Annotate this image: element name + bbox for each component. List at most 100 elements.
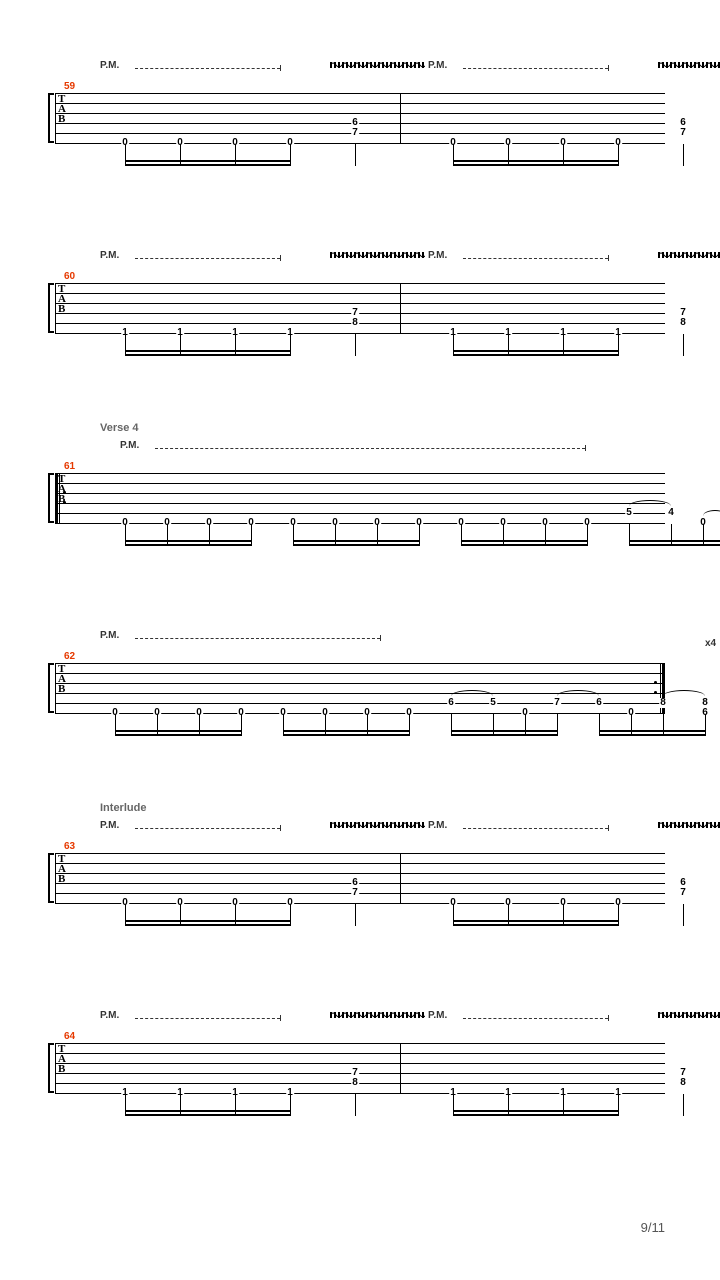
note-stem [125,144,126,166]
note-stem [671,524,672,546]
string-line [55,1043,665,1044]
pm-row: P.M. P.M. [40,250,680,264]
note-stem [251,524,252,546]
vibrato-wavy [330,62,425,68]
beam [629,540,720,542]
staff-bracket [48,93,54,143]
beam [125,350,291,352]
barline [400,1043,401,1093]
note-stem [461,524,462,546]
staff: 00000000000054031 [55,473,665,523]
beam [461,544,588,546]
note-stem [525,714,526,736]
pm-dash [463,68,608,69]
note-stem [199,714,200,736]
fret-number: 8 [351,318,359,328]
barline [400,283,401,333]
note-stem [125,524,126,546]
note-stem [563,144,564,166]
fret-number: 4 [667,508,675,518]
string-line [55,683,665,684]
pm-row: P.M. [40,440,680,454]
note-stem [557,714,558,736]
note-stem [618,144,619,166]
pm-label: P.M. [100,250,119,261]
staff: 000067000067 [55,93,665,143]
beam [115,730,242,732]
beam [453,1114,619,1116]
pm-row: P.M. [40,630,680,644]
note-stem [703,524,704,546]
string-line [55,883,665,884]
note-stem [508,904,509,926]
tie [703,510,720,516]
barline [400,93,401,143]
stems [55,524,665,552]
fret-number: 7 [351,128,359,138]
string-line [55,473,665,474]
note-stem [180,144,181,166]
measure-60: P.M.P.M.60TAB111178111178 [40,250,680,375]
note-stem [618,1094,619,1116]
beam [453,924,619,926]
pm-row: P.M.P.M. [40,1010,680,1024]
string-line [55,1053,665,1054]
beam [629,544,720,546]
repeat-count: x4 [705,638,716,649]
note-stem [325,714,326,736]
string-line [55,303,665,304]
string-line [55,893,665,894]
pm-dash [135,68,280,69]
pm-end [280,825,281,831]
tie [629,500,671,506]
beam [453,920,619,922]
note-stem [293,524,294,546]
fret-number: 7 [553,698,561,708]
beam [125,354,291,356]
staff-bracket [48,1043,54,1093]
note-stem [563,904,564,926]
note-stem [451,714,452,736]
vibrato-wavy [658,1012,720,1018]
pm-end [608,255,609,261]
note-stem [493,714,494,736]
stems [55,334,665,362]
measure-61: Verse 4P.M.61TAB00000000000054031 [40,440,680,565]
note-stem [167,524,168,546]
beam [453,164,619,166]
string-line [55,503,665,504]
note-stem [235,334,236,356]
string-line [55,663,665,664]
fret-number: 7 [679,888,687,898]
measure-number: 63 [64,841,75,852]
note-stem [419,524,420,546]
pm-end [585,445,586,451]
measure-number: 59 [64,81,75,92]
pm-label: P.M. [100,820,119,831]
beam [293,544,420,546]
beam [125,540,252,542]
measure-number: 62 [64,651,75,662]
note-stem [599,714,600,736]
string-line [55,133,665,134]
note-stem [125,904,126,926]
barline [55,283,56,333]
note-stem [355,904,356,926]
fret-number: 5 [489,698,497,708]
stems [55,1094,665,1122]
pm-end [280,255,281,261]
stems [55,144,665,172]
note-stem [683,1094,684,1116]
beam [125,1114,291,1116]
note-stem [235,144,236,166]
fret-number: 5 [625,508,633,518]
note-stem [180,904,181,926]
pm-label: P.M. [428,250,447,261]
string-line [55,1073,665,1074]
note-stem [355,1094,356,1116]
staff: 111178111178 [55,1043,665,1093]
barline [400,853,401,903]
string-line [55,703,665,704]
staff: 111178111178 [55,283,665,333]
note-stem [663,714,664,736]
